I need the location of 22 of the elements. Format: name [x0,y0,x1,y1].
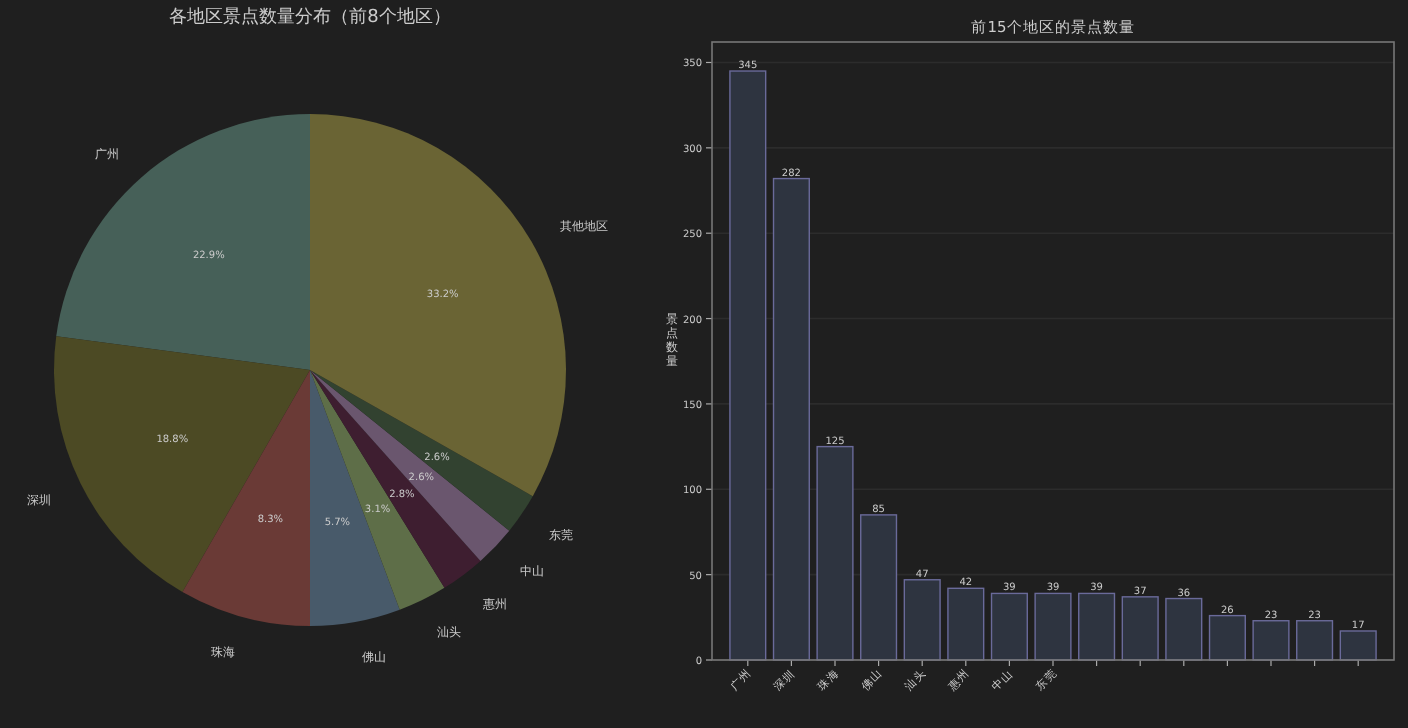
bar [1165,597,1203,661]
bar [860,514,898,661]
bar [947,587,985,661]
pie-slice [310,370,481,588]
bar [1078,592,1116,661]
pie-slice [310,370,533,531]
bar [990,592,1028,661]
pie-slice [310,370,510,561]
bar [1208,614,1246,661]
chart-title: 各地区景点数量分布（前8个地区） [169,6,451,28]
pie-slice [56,114,310,370]
bar [1034,592,1072,661]
bar [1121,596,1159,661]
pie-slice [310,370,445,610]
bar [903,579,941,661]
bar [1339,630,1377,661]
pie-slice [54,336,310,592]
bar [729,70,767,661]
bar [1296,620,1334,661]
bar [772,177,810,661]
bar [1252,620,1290,661]
bar [816,445,854,661]
